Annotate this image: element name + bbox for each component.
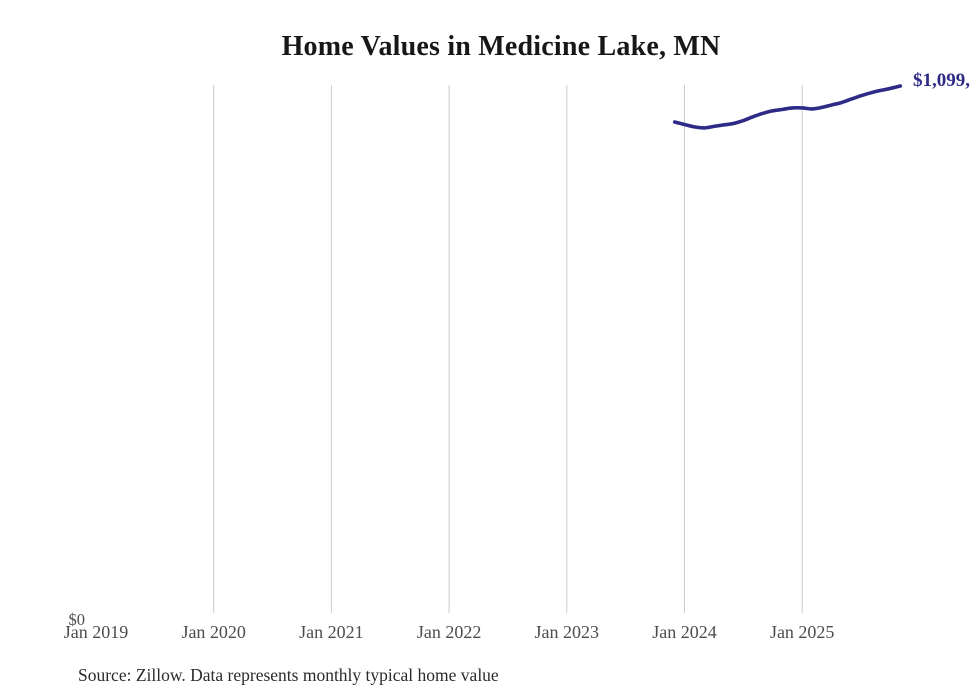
vertical-gridlines (213, 85, 803, 613)
x-tick-label: Jan 2023 (534, 622, 600, 642)
x-tick-label: Jan 2022 (416, 622, 482, 642)
source-note: Source: Zillow. Data represents monthly … (78, 665, 499, 685)
y-axis-zero-label: $0 (68, 610, 86, 629)
chart-title: Home Values in Medicine Lake, MN (281, 31, 721, 62)
x-tick-label: Jan 2019 (63, 622, 129, 642)
home-value-line-series (672, 84, 903, 130)
latest-value-label: $1,099, (913, 70, 970, 91)
x-tick-label: Jan 2025 (769, 622, 835, 642)
x-tick-label: Jan 2021 (299, 622, 364, 642)
x-tick-label: Jan 2020 (181, 622, 246, 642)
x-tick-label: Jan 2024 (652, 622, 717, 642)
